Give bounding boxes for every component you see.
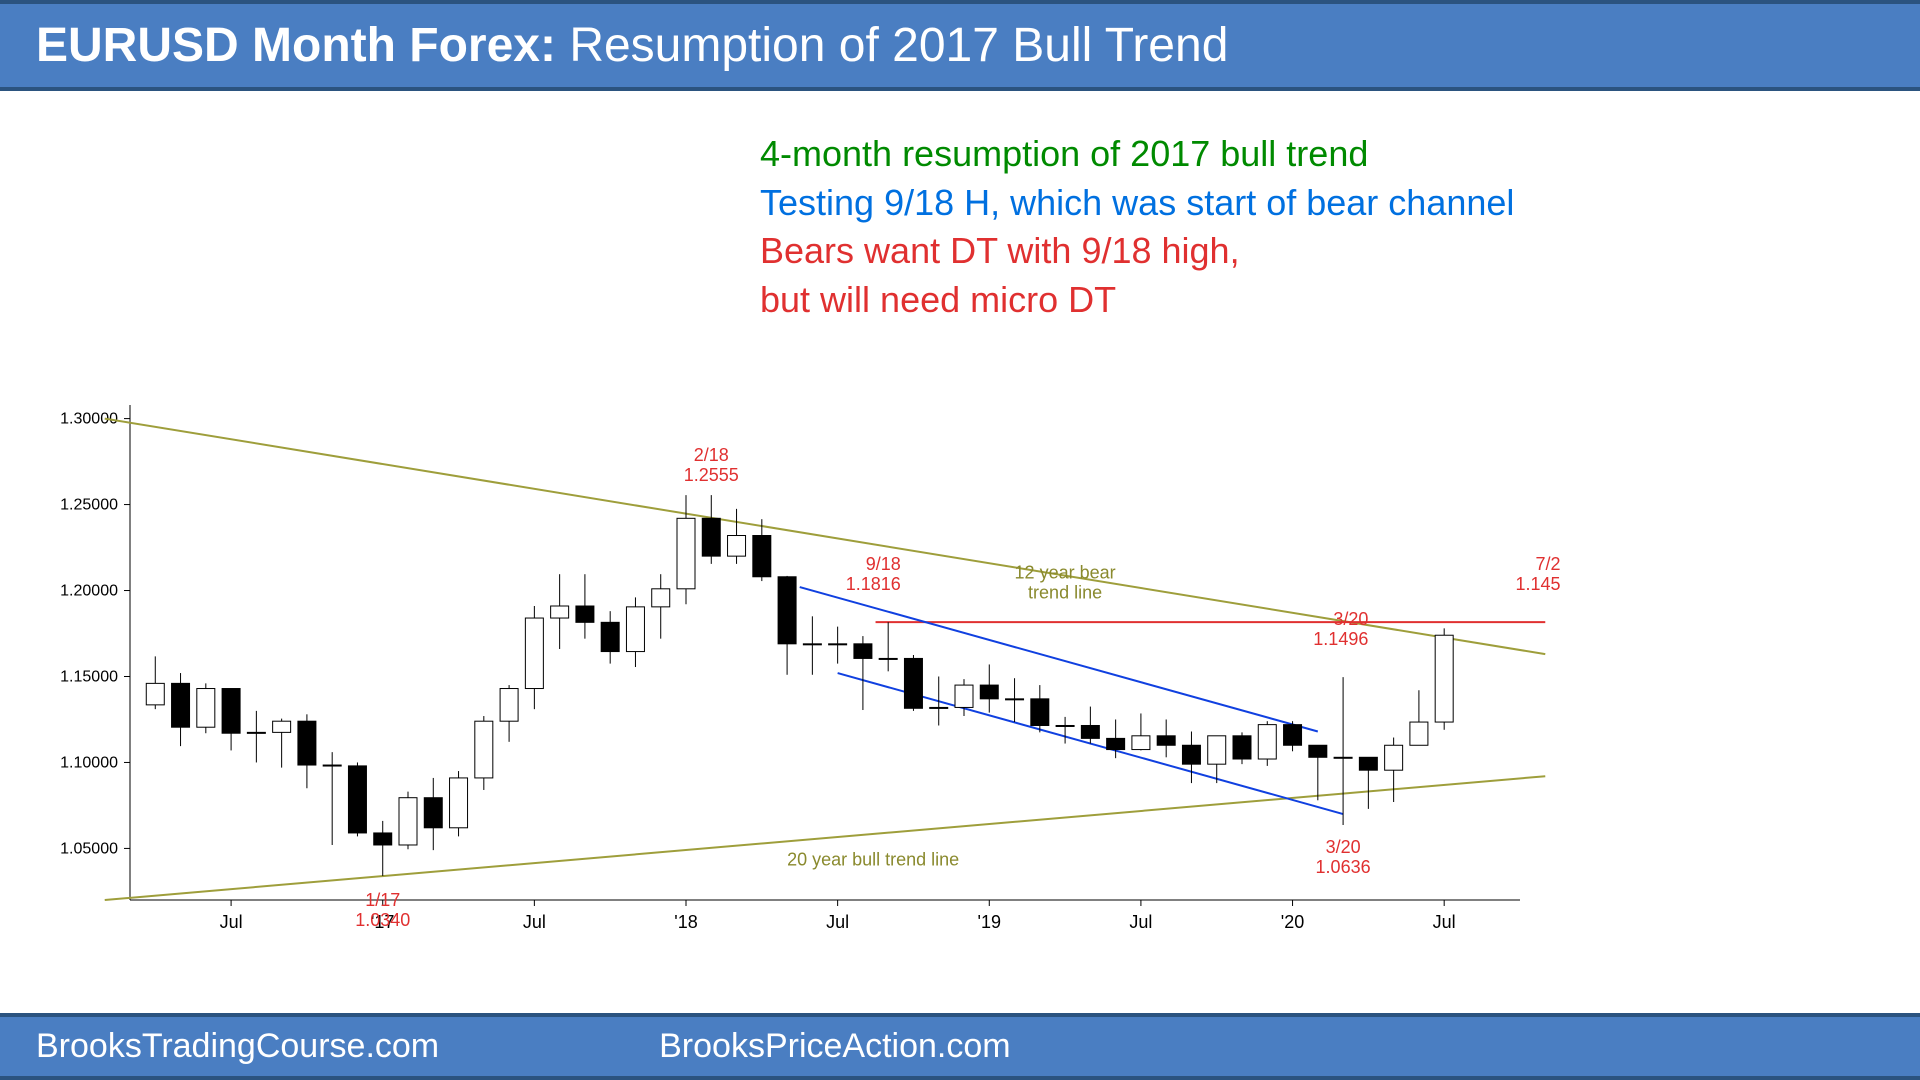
annotation-low-320: 1.0636 — [1316, 857, 1371, 877]
candle-body — [1182, 745, 1200, 764]
candle-body — [1006, 699, 1024, 700]
candle-body — [1081, 725, 1099, 738]
annotation-high-918: 1.1816 — [846, 574, 901, 594]
candle-body — [829, 644, 847, 645]
candle-body — [1233, 736, 1251, 759]
candle-body — [323, 765, 341, 766]
candle-body — [399, 798, 417, 845]
candle-body — [273, 721, 291, 732]
y-tick-label: 1.25000 — [60, 497, 118, 514]
candle-body — [803, 644, 821, 645]
x-tick-label: Jul — [1433, 912, 1456, 932]
page-header: EURUSD Month Forex: Resumption of 2017 B… — [0, 0, 1920, 91]
candle-body — [626, 607, 644, 652]
candle-body — [172, 683, 190, 727]
candle-body — [1157, 736, 1175, 745]
candle-body — [879, 658, 897, 659]
y-tick-label: 1.10000 — [60, 754, 118, 771]
annotation-low-320: 3/20 — [1326, 837, 1361, 857]
candle-body — [1284, 725, 1302, 746]
annotation-high-320: 3/20 — [1333, 609, 1368, 629]
candle-body — [222, 689, 240, 734]
x-tick-label: Jul — [1129, 912, 1152, 932]
candle-body — [1410, 722, 1428, 745]
candle-body — [197, 689, 215, 728]
candlestick-chart: 1.050001.100001.150001.200001.250001.300… — [20, 100, 1560, 960]
candle-body — [753, 536, 771, 577]
candle-body — [525, 618, 543, 688]
candle-body — [728, 536, 746, 557]
candle-body — [1435, 635, 1453, 722]
candle-body — [348, 766, 366, 833]
footer-site-2: BrooksPriceAction.com — [659, 1027, 1010, 1066]
candle-body — [980, 685, 998, 699]
candle-body — [247, 732, 265, 733]
x-tick-label: Jul — [826, 912, 849, 932]
candle-body — [500, 689, 518, 722]
page-footer: BrooksTradingCourse.com BrooksPriceActio… — [0, 1013, 1920, 1080]
candle-body — [298, 721, 316, 765]
candle-body — [1309, 745, 1327, 757]
candle-body — [778, 577, 796, 644]
annotation-bull-tl-lbl: 20 year bull trend line — [787, 850, 959, 870]
candle-body — [1385, 745, 1403, 770]
annotation-high-218: 1.2555 — [684, 465, 739, 485]
y-tick-label: 1.20000 — [60, 583, 118, 600]
candle-body — [374, 833, 392, 845]
annotation-low-117: 1/17 — [365, 890, 400, 910]
candle-body — [1031, 699, 1049, 726]
candle-body — [702, 518, 720, 556]
y-tick-label: 1.15000 — [60, 668, 118, 685]
annotation-bear-tl-lbl: trend line — [1028, 582, 1102, 602]
candle-body — [576, 606, 594, 622]
candle-body — [930, 707, 948, 708]
candle-body — [854, 644, 872, 659]
header-bold: EURUSD Month Forex: — [36, 19, 556, 72]
footer-site-1: BrooksTradingCourse.com — [36, 1027, 439, 1066]
bear-channel-top — [800, 587, 1318, 731]
candle-body — [475, 721, 493, 778]
annotation-high-218: 2/18 — [694, 445, 729, 465]
candle-body — [1208, 736, 1226, 764]
x-tick-label: '19 — [978, 912, 1001, 932]
candle-body — [1056, 725, 1074, 726]
x-tick-label: Jul — [220, 912, 243, 932]
x-tick-label: '20 — [1281, 912, 1304, 932]
candle-body — [1258, 725, 1276, 759]
candle-body — [146, 683, 164, 704]
12yr-bear-trendline — [105, 419, 1546, 655]
x-tick-label: '18 — [674, 912, 697, 932]
annotation-high-320: 1.1496 — [1313, 629, 1368, 649]
annotation-low-117: 1.0340 — [355, 910, 410, 930]
candle-body — [1334, 757, 1352, 758]
x-tick-label: Jul — [523, 912, 546, 932]
candle-body — [450, 778, 468, 828]
annotation-high-720: 7/20 — [1535, 554, 1560, 574]
annotation-high-720: 1.1452 — [1515, 574, 1560, 594]
annotation-bear-tl-lbl: 12 year bear — [1015, 562, 1116, 582]
candle-body — [1132, 736, 1150, 750]
candle-body — [601, 622, 619, 651]
candle-body — [551, 606, 569, 618]
candle-body — [904, 658, 922, 708]
candle-body — [1359, 757, 1377, 770]
candle-body — [955, 685, 973, 707]
candle-body — [1107, 738, 1125, 749]
annotation-high-918: 9/18 — [866, 554, 901, 574]
candle-body — [424, 798, 442, 828]
candle-body — [652, 589, 670, 607]
y-tick-label: 1.05000 — [60, 840, 118, 857]
header-light: Resumption of 2017 Bull Trend — [556, 19, 1228, 72]
candle-body — [677, 518, 695, 588]
